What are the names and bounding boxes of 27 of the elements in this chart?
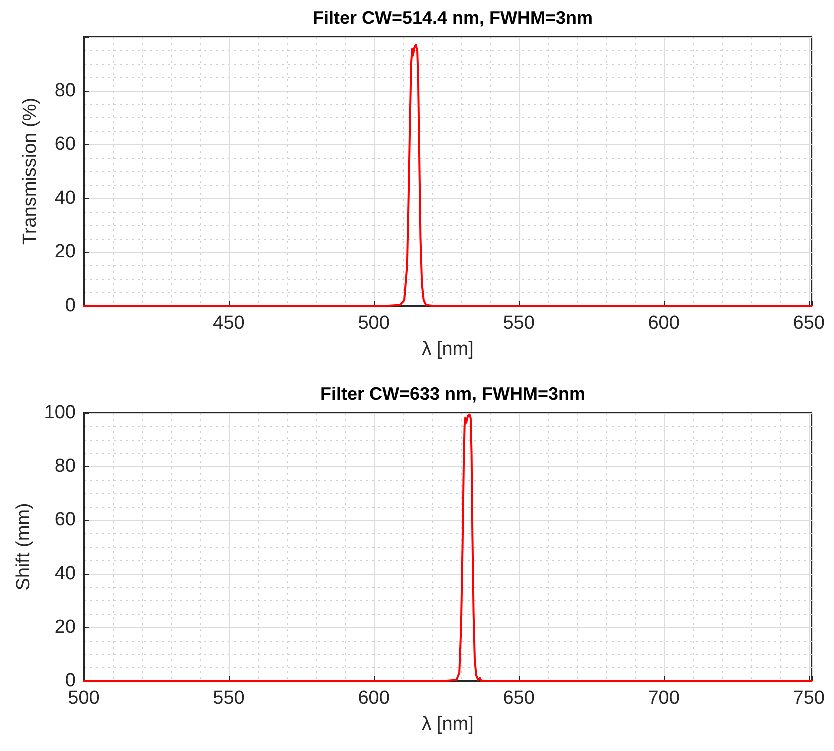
y-tick-label: 20 [54, 616, 76, 638]
x-tick-label: 750 [793, 688, 825, 709]
x-tick-label: 450 [213, 313, 245, 334]
y-tick-label: 20 [54, 242, 76, 263]
y-tick-label: 80 [54, 456, 76, 478]
y-tick-label: 40 [54, 188, 76, 209]
y-tick-label: 80 [54, 80, 76, 102]
x-axis-title: λ [nm] [422, 714, 474, 735]
x-tick-label: 550 [213, 688, 245, 709]
chart-title: Filter CW=514.4 nm, FWHM=3nm [312, 8, 594, 28]
x-tick-label: 600 [358, 688, 390, 709]
y-tick-label: 60 [54, 510, 76, 531]
y-axis-title: Transmission (%) [20, 98, 41, 246]
x-tick-label: 500 [358, 313, 390, 334]
line-series [83, 414, 813, 682]
y-tick-label: 100 [44, 402, 76, 424]
y-tick-label: 60 [54, 134, 76, 156]
x-tick-label: 600 [648, 313, 680, 334]
x-tick-label: 700 [648, 688, 680, 709]
x-axis-title: λ [nm] [422, 339, 474, 360]
y-tick-label: 40 [54, 563, 76, 584]
y-tick-label: 0 [65, 296, 76, 316]
chart-title: Filter CW=633 nm, FWHM=3nm [320, 384, 586, 404]
y-axis-title: Shift (mm) [13, 503, 34, 591]
x-tick-label: 550 [503, 313, 535, 334]
x-tick-label: 650 [503, 688, 535, 709]
x-tick-label: 650 [793, 313, 825, 334]
